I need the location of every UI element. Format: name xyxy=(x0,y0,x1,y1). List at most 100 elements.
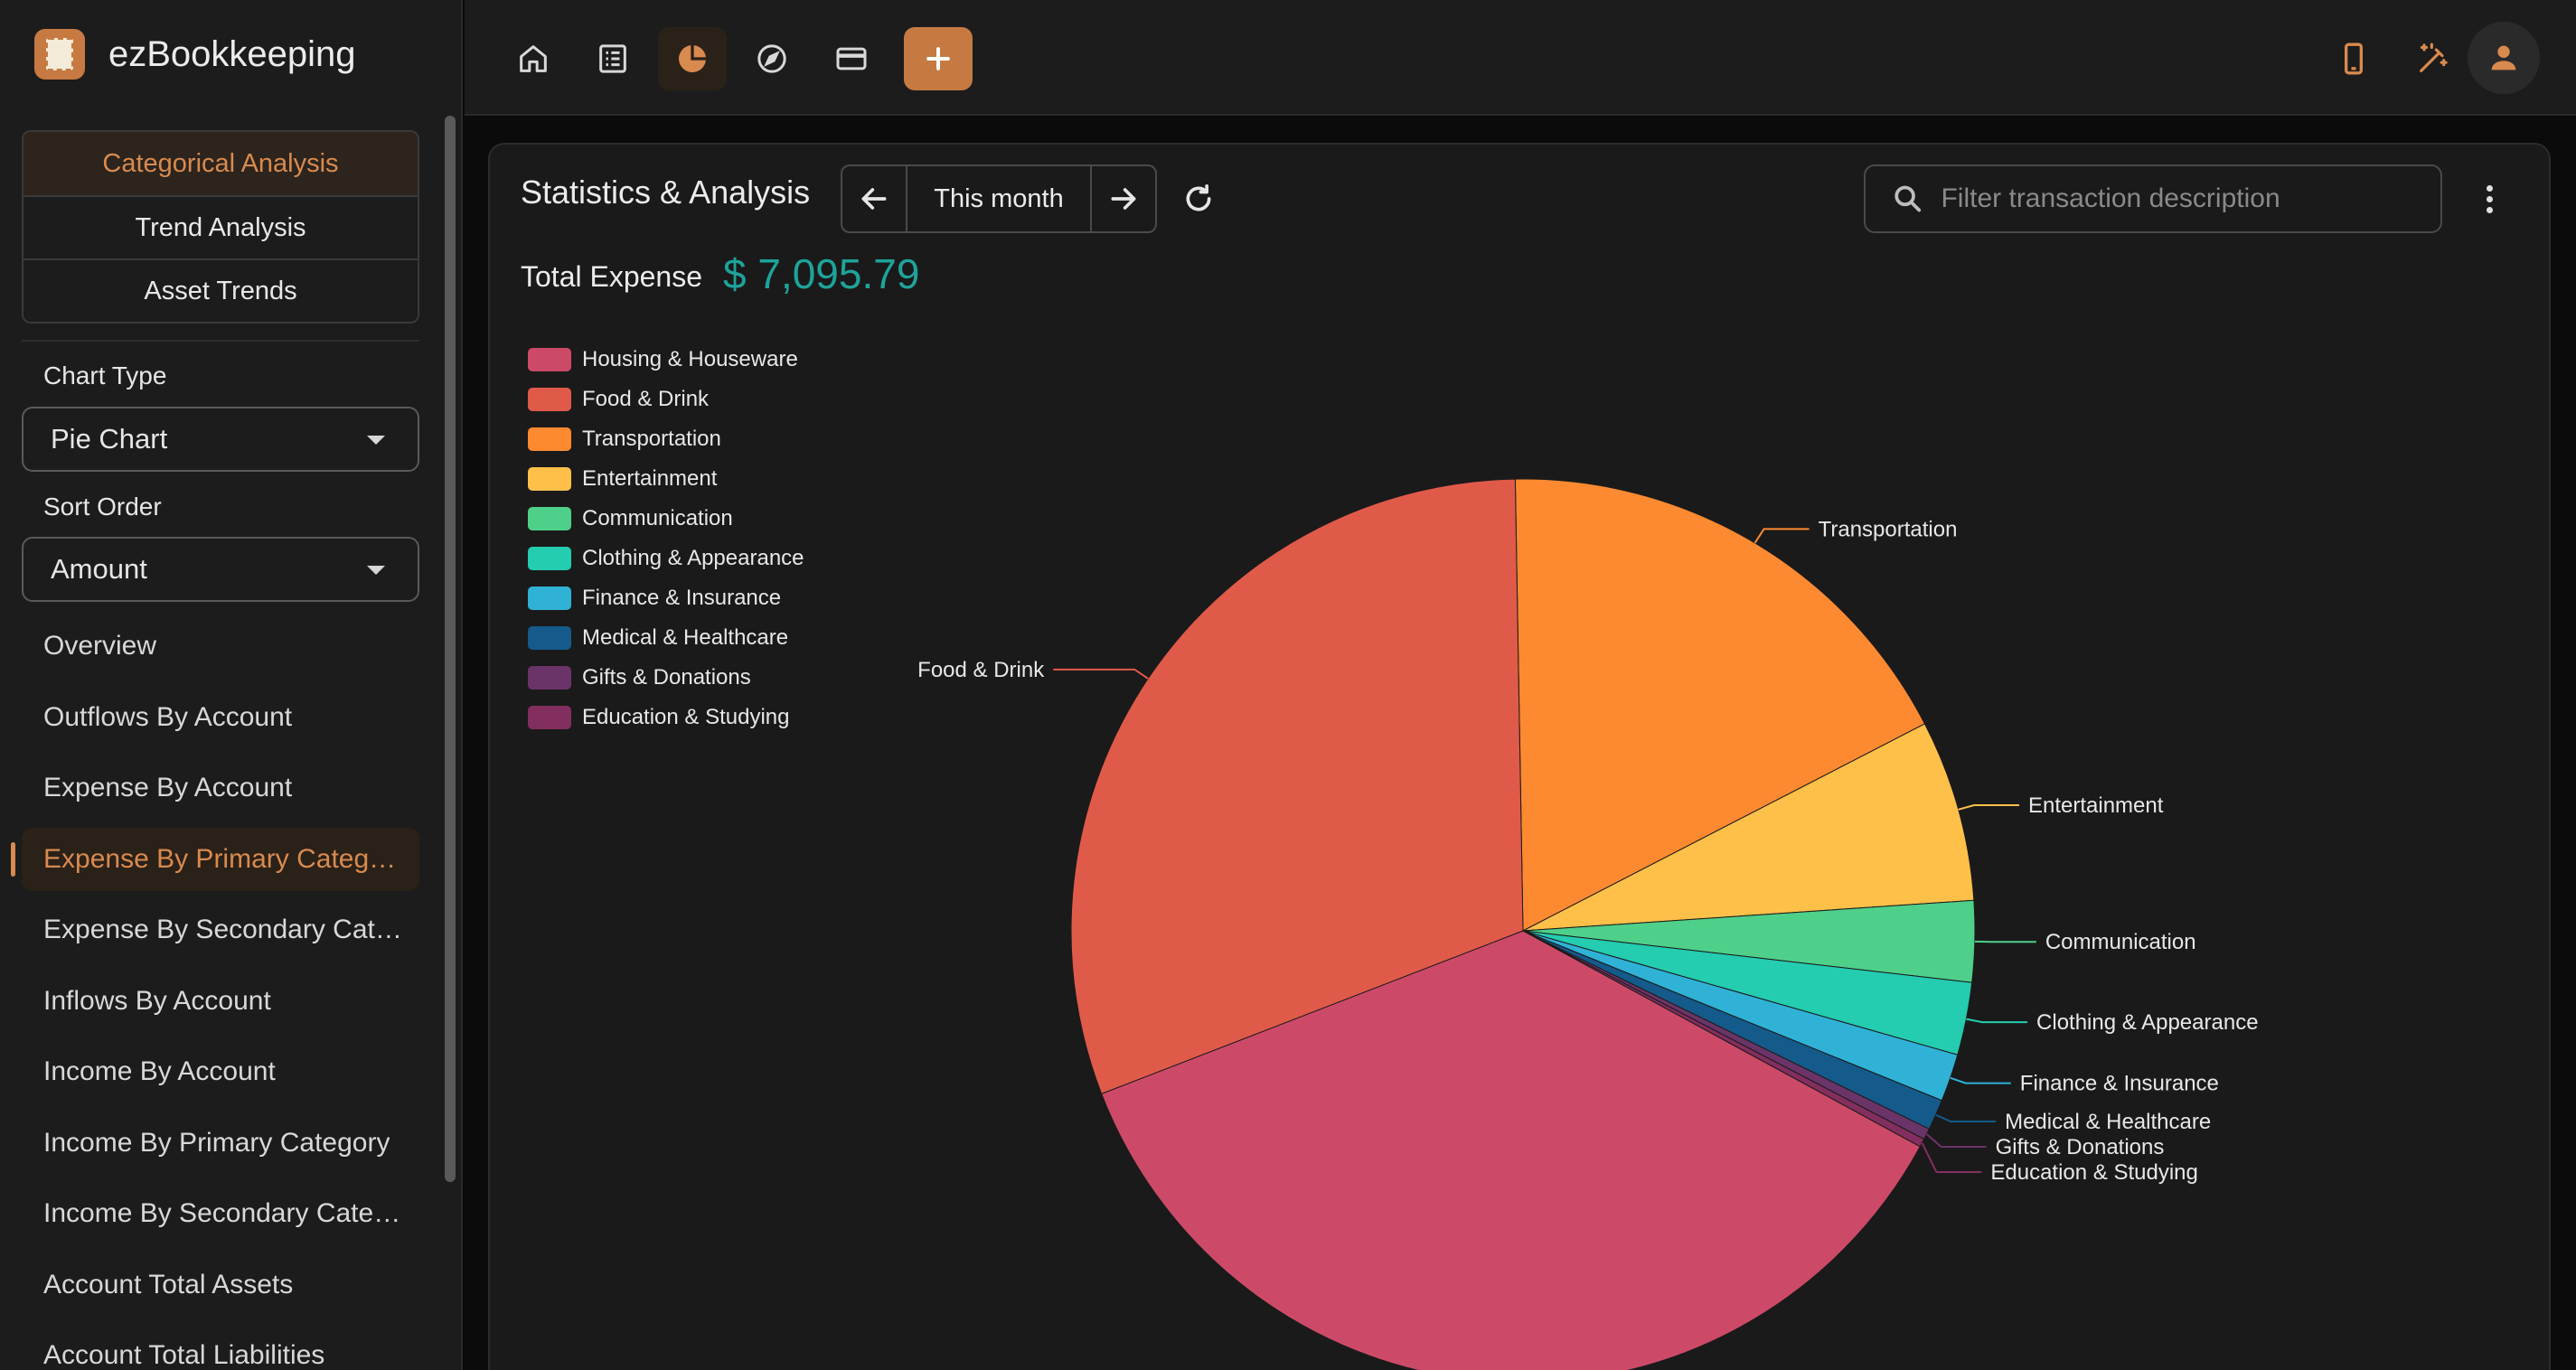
mobile-icon xyxy=(2345,42,2363,75)
sidebar-item-label: Outflows By Account xyxy=(43,701,293,732)
slice-label-text: Finance & Insurance xyxy=(2020,1072,2219,1096)
legend-label: Education & Studying xyxy=(582,705,790,729)
refresh-icon xyxy=(1186,184,1211,211)
sidebar-item-label: Overview xyxy=(43,631,157,662)
sidebar-item-overview[interactable]: Overview xyxy=(0,611,443,682)
slice-label: Food & Drink xyxy=(917,658,1149,682)
chart-legend: Housing & Houseware Food & Drink Transport… xyxy=(528,340,804,737)
sidebar-scrollbar[interactable] xyxy=(445,116,456,1182)
previous-period-button[interactable] xyxy=(842,166,906,231)
app-name: ezBookkeeping xyxy=(108,33,356,74)
page-title: Statistics & Analysis xyxy=(521,174,811,211)
legend-item[interactable]: Finance & Insurance xyxy=(528,578,804,618)
brand[interactable]: ezBookkeeping xyxy=(34,29,356,80)
legend-swatch xyxy=(528,706,571,729)
tab-categorical-analysis[interactable]: Categorical Analysis xyxy=(24,132,418,195)
sidebar-item-expense-by-primary-category[interactable]: Expense By Primary Category xyxy=(0,824,443,896)
pie-slice[interactable] xyxy=(1101,930,1921,1370)
account-icon xyxy=(2491,45,2516,70)
add-transaction-button[interactable] xyxy=(904,27,973,90)
app-logo-icon xyxy=(34,29,85,80)
sidebar-item-expense-by-secondary-category[interactable]: Expense By Secondary Category xyxy=(0,895,443,966)
leader-line xyxy=(1921,1142,1982,1173)
legend-swatch xyxy=(528,507,571,530)
sidebar-item-outflows-by-account[interactable]: Outflows By Account xyxy=(0,682,443,754)
leader-line xyxy=(1958,804,2020,811)
legend-label: Transportation xyxy=(582,427,721,451)
leader-line xyxy=(1966,1018,2028,1024)
sidebar-item-label: Inflows By Account xyxy=(43,985,271,1016)
sidebar-item-income-by-primary-category[interactable]: Income By Primary Category xyxy=(0,1108,443,1179)
slice-label-text: Food & Drink xyxy=(917,658,1045,682)
statistics-button[interactable] xyxy=(658,27,727,90)
sidebar-item-account-total-liabilities[interactable]: Account Total Liabilities xyxy=(0,1320,443,1370)
analysis-tabs: Categorical Analysis Trend Analysis Asse… xyxy=(22,130,419,324)
legend-item[interactable]: Clothing & Appearance xyxy=(528,539,804,578)
search-input[interactable] xyxy=(1941,183,2440,214)
slice-label: Gifts & Donations xyxy=(1925,1133,2164,1159)
arrow-right-icon xyxy=(1111,188,1136,210)
sidebar-item-label: Account Total Assets xyxy=(43,1269,294,1300)
date-range-button[interactable]: This month xyxy=(906,166,1092,231)
slice-label: Finance & Insurance xyxy=(1950,1072,2219,1096)
total-expense-value: $ 7,095.79 xyxy=(723,250,920,297)
more-menu-button[interactable] xyxy=(2468,177,2511,221)
slice-label-text: Clothing & Appearance xyxy=(2036,1010,2259,1035)
next-period-button[interactable] xyxy=(1092,166,1155,231)
legend-item[interactable]: Transportation xyxy=(528,419,804,459)
pie-slice[interactable] xyxy=(1522,723,1975,932)
refresh-button[interactable] xyxy=(1177,177,1220,221)
legend-label: Communication xyxy=(582,506,733,530)
home-button[interactable] xyxy=(499,27,568,90)
sidebar-item-expense-by-account[interactable]: Expense By Account xyxy=(0,753,443,824)
search-box[interactable] xyxy=(1864,164,2442,233)
legend-swatch xyxy=(528,666,571,690)
theme-icon xyxy=(2420,42,2448,72)
sidebar-item-account-total-assets[interactable]: Account Total Assets xyxy=(0,1250,443,1321)
sidebar-item-inflows-by-account[interactable]: Inflows By Account xyxy=(0,966,443,1037)
slice-label: Clothing & Appearance xyxy=(1966,1010,2259,1035)
slice-label: Medical & Healthcare xyxy=(1935,1110,2211,1134)
legend-item[interactable]: Housing & Houseware xyxy=(528,340,804,380)
legend-item[interactable]: Communication xyxy=(528,499,804,539)
arrow-left-icon xyxy=(861,188,887,210)
sidebar-divider xyxy=(22,340,419,342)
theme-button[interactable] xyxy=(2399,27,2468,90)
legend-swatch xyxy=(528,427,571,451)
legend-label: Food & Drink xyxy=(582,387,710,411)
report-list: Overview Outflows By Account Expense By … xyxy=(0,611,443,1370)
legend-label: Housing & Houseware xyxy=(582,347,798,371)
sort-order-select[interactable]: Amount xyxy=(22,537,419,602)
legend-swatch xyxy=(528,626,571,650)
tab-trend-analysis[interactable]: Trend Analysis xyxy=(24,195,418,258)
legend-item[interactable]: Entertainment xyxy=(528,459,804,499)
legend-item[interactable]: Medical & Healthcare xyxy=(528,618,804,658)
slice-label-text: Medical & Healthcare xyxy=(2005,1110,2211,1134)
sidebar-item-income-by-secondary-category[interactable]: Income By Secondary Category xyxy=(0,1178,443,1250)
legend-item[interactable]: Gifts & Donations xyxy=(528,658,804,698)
sidebar-item-label: Account Total Liabilities xyxy=(43,1340,325,1370)
compass-icon xyxy=(757,44,786,73)
sidebar-item-label: Expense By Secondary Category xyxy=(43,915,403,945)
leader-line xyxy=(1950,1076,2011,1084)
legend-item[interactable]: Education & Studying xyxy=(528,698,804,737)
transactions-button[interactable] xyxy=(578,27,647,90)
legend-label: Entertainment xyxy=(582,466,718,491)
slice-label-text: Communication xyxy=(2045,930,2196,954)
legend-item[interactable]: Food & Drink xyxy=(528,380,804,419)
tab-asset-trends[interactable]: Asset Trends xyxy=(24,258,418,322)
sidebar-item-income-by-account[interactable]: Income By Account xyxy=(0,1037,443,1108)
explore-button[interactable] xyxy=(738,27,806,90)
leader-line xyxy=(1925,1133,1987,1148)
accounts-button[interactable] xyxy=(817,27,886,90)
chevron-down-icon xyxy=(367,436,385,445)
slice-label: Communication xyxy=(1974,930,2196,954)
list-icon xyxy=(599,44,626,73)
chart-type-select[interactable]: Pie Chart xyxy=(22,407,419,472)
search-icon xyxy=(1894,185,1922,212)
chart-type-value: Pie Chart xyxy=(51,423,168,455)
chart-type-label: Chart Type xyxy=(43,361,167,389)
avatar[interactable] xyxy=(2468,22,2540,94)
mobile-view-button[interactable] xyxy=(2319,27,2388,90)
sidebar-item-label: Income By Secondary Category xyxy=(43,1198,403,1229)
